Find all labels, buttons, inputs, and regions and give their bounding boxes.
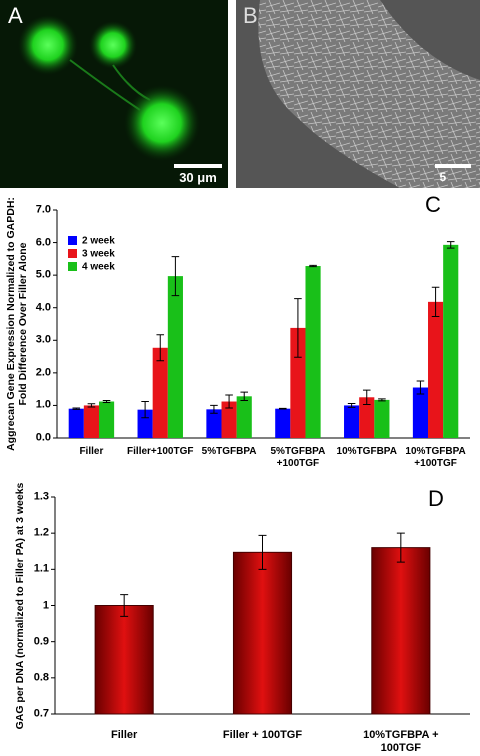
y-tick-label: 1.3 bbox=[33, 490, 49, 503]
cell bbox=[89, 21, 137, 69]
error-bar bbox=[225, 394, 233, 409]
error-bar bbox=[347, 402, 356, 408]
error-bar bbox=[416, 380, 425, 395]
bar bbox=[412, 387, 429, 438]
error-bar bbox=[309, 264, 317, 268]
bar bbox=[98, 401, 115, 438]
legend-swatch bbox=[68, 262, 77, 271]
bar bbox=[371, 547, 431, 715]
x-tick-label: 5%TGFBPA +100TGF bbox=[270, 446, 326, 469]
scale-bar bbox=[174, 164, 222, 168]
y-tick-label: 4.0 bbox=[35, 301, 51, 314]
y-tick-label: 0.0 bbox=[35, 431, 51, 444]
cell bbox=[124, 85, 200, 161]
y-axis-label: Aggrecan Gene Expression Normalized to G… bbox=[4, 197, 29, 451]
error-bar bbox=[431, 286, 440, 318]
panel-label: C bbox=[425, 192, 441, 217]
error-bar bbox=[156, 334, 165, 362]
error-bar bbox=[120, 594, 129, 617]
bar bbox=[232, 551, 293, 715]
error-bar bbox=[362, 389, 371, 405]
error-bar bbox=[171, 256, 180, 297]
y-tick-label: 0.9 bbox=[33, 635, 49, 648]
bar bbox=[344, 405, 360, 438]
error-bar bbox=[141, 401, 149, 419]
legend-swatch bbox=[68, 236, 77, 245]
bar bbox=[290, 327, 306, 438]
panel-label: A bbox=[8, 3, 23, 28]
legend-label: 3 week bbox=[82, 248, 115, 260]
y-tick-label: 1.2 bbox=[33, 526, 49, 539]
x-tick-label: 10%TGFBPA bbox=[336, 446, 397, 457]
bar bbox=[443, 244, 459, 438]
bar bbox=[206, 409, 222, 438]
y-tick-label: 1 bbox=[42, 599, 49, 612]
bar bbox=[152, 347, 168, 438]
legend-label: 2 week bbox=[82, 235, 115, 247]
y-tick-label: 0.7 bbox=[33, 707, 49, 720]
bar bbox=[68, 408, 84, 438]
error-bar bbox=[278, 407, 287, 410]
x-tick-label: 10%TGFBPA +100TGF bbox=[405, 446, 466, 469]
bar bbox=[305, 266, 321, 438]
x-tick-label: Filler bbox=[79, 446, 104, 457]
error-bar bbox=[72, 407, 81, 410]
x-tick-label: Filler+100TGF bbox=[127, 446, 194, 457]
y-tick-label: 7.0 bbox=[35, 203, 51, 216]
x-tick-label: 5%TGFBPA bbox=[201, 446, 257, 457]
x-tick-label: Filler + 100TGF bbox=[222, 729, 303, 741]
error-bar bbox=[258, 534, 267, 570]
error-bar bbox=[446, 241, 455, 249]
panel-label: B bbox=[243, 3, 258, 28]
y-tick-label: 5.0 bbox=[35, 268, 51, 281]
scale-bar-label: 30 μm bbox=[179, 170, 217, 185]
bar bbox=[94, 605, 154, 715]
legend-swatch bbox=[68, 249, 77, 258]
error-bar bbox=[240, 391, 249, 402]
error-bar bbox=[87, 403, 96, 408]
bar bbox=[428, 301, 444, 438]
error-bar bbox=[210, 404, 218, 414]
y-tick-label: 6.0 bbox=[35, 236, 51, 249]
bar bbox=[374, 399, 390, 438]
bar bbox=[221, 401, 237, 438]
y-tick-label: 1.1 bbox=[33, 563, 49, 576]
y-axis-label: GAG per DNA (normalized to Filler PA) at… bbox=[13, 482, 26, 729]
error-bar bbox=[396, 532, 405, 563]
y-tick-label: 1.0 bbox=[35, 399, 51, 412]
y-tick-label: 0.8 bbox=[33, 671, 49, 684]
bar bbox=[83, 405, 99, 438]
error-bar bbox=[102, 400, 111, 403]
error-bar bbox=[294, 298, 302, 358]
y-tick-label: 3.0 bbox=[35, 333, 51, 346]
scale-bar-label: 5 μm bbox=[439, 170, 458, 198]
bar bbox=[167, 276, 183, 438]
x-tick-label: 10%TGFBPA + 100TGF bbox=[363, 729, 439, 754]
bar bbox=[275, 408, 291, 438]
cell bbox=[18, 15, 78, 75]
bar bbox=[359, 397, 375, 438]
legend-label: 4 week bbox=[82, 261, 115, 273]
x-tick-label: Filler bbox=[111, 729, 138, 741]
panel-label: D bbox=[428, 486, 444, 511]
process bbox=[69, 59, 151, 111]
scale-bar bbox=[435, 164, 471, 168]
error-bar bbox=[378, 398, 386, 402]
bar bbox=[236, 396, 252, 438]
y-tick-label: 2.0 bbox=[35, 366, 51, 379]
bar bbox=[137, 409, 153, 438]
cell-surface bbox=[258, 0, 480, 188]
